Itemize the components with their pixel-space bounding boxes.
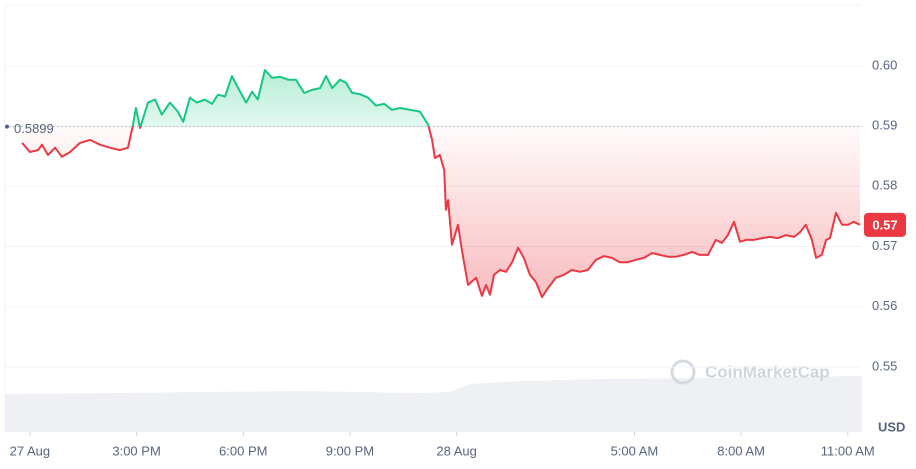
x-tick-label: 27 Aug <box>10 443 51 458</box>
baseline-label: 0.5899 <box>14 121 54 136</box>
x-tick-label: 28 Aug <box>436 443 477 458</box>
price-line <box>21 69 861 299</box>
x-tick-label: 6:00 PM <box>219 443 267 458</box>
x-tick-label: 3:00 PM <box>112 443 160 458</box>
x-tick-label: 11:00 AM <box>821 443 875 458</box>
y-tick-label: 0.59 <box>872 117 897 132</box>
y-tick-label: 0.58 <box>872 178 897 193</box>
x-tick-label: 5:00 AM <box>611 443 659 458</box>
volume-silhouette <box>5 376 862 432</box>
watermark: CoinMarketCap <box>705 362 830 381</box>
x-tick-label: 9:00 PM <box>326 443 374 458</box>
watermark-logo <box>670 359 696 385</box>
currency-label: USD <box>878 419 905 434</box>
y-tick-label: 0.56 <box>872 298 897 313</box>
x-tick-label: 8:00 AM <box>717 443 765 458</box>
baseline-dot <box>5 124 9 129</box>
last-value-label: 0.57 <box>872 217 897 232</box>
y-tick-label: 0.60 <box>872 57 897 72</box>
y-tick-label: 0.57 <box>872 238 897 253</box>
y-tick-label: 0.55 <box>872 358 897 373</box>
last-value-badge <box>864 212 906 237</box>
